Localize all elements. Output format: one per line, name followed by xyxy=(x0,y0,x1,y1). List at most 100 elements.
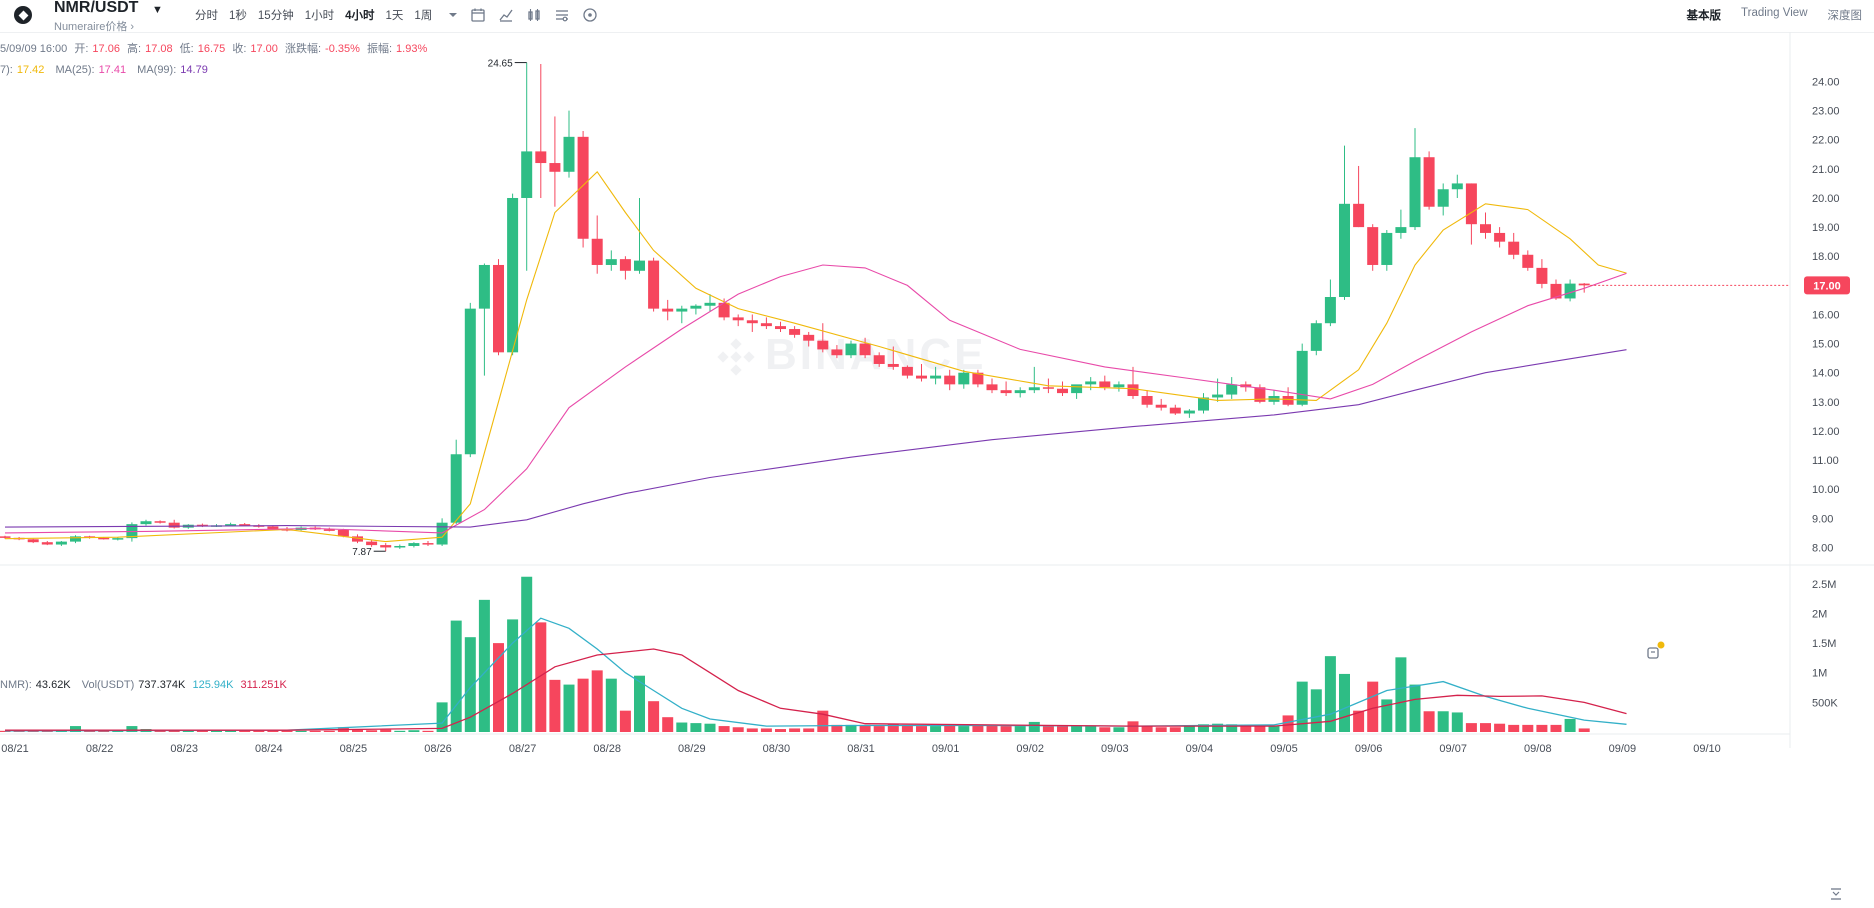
candle-body xyxy=(1480,224,1491,233)
candle-body xyxy=(1169,407,1181,414)
candle-body xyxy=(1057,388,1068,394)
candle-body xyxy=(352,536,363,542)
price-tick-label: 11.00 xyxy=(1812,455,1839,467)
view-tab[interactable]: 基本版 xyxy=(1686,10,1722,22)
view-tab[interactable]: Trading View xyxy=(1741,7,1808,19)
candle-body xyxy=(366,541,378,546)
volume-bar xyxy=(1409,684,1421,732)
volume-bar xyxy=(1395,657,1407,732)
ma-line-ma99 xyxy=(4,349,1627,528)
price-tick-label: 24.00 xyxy=(1812,77,1840,89)
volume-bar xyxy=(521,576,533,732)
view-tab[interactable]: 深度图 xyxy=(1827,10,1863,22)
candle-body xyxy=(1028,387,1040,391)
volume-tick-label: 2.5M xyxy=(1812,579,1836,591)
time-tick-label: 08/23 xyxy=(170,743,198,755)
candle-body xyxy=(1155,404,1167,408)
volume-bar xyxy=(196,730,208,732)
time-tick-label: 08/31 xyxy=(847,743,875,755)
volume-bar xyxy=(901,724,913,732)
volume-bar xyxy=(1494,723,1506,732)
candle-body xyxy=(98,537,110,540)
time-tick-label: 09/08 xyxy=(1524,743,1552,755)
candle-body xyxy=(196,524,208,527)
pair-dropdown-icon[interactable]: ▼ xyxy=(152,4,163,16)
volume-bar xyxy=(450,620,462,732)
candle-body xyxy=(1310,323,1322,351)
volume-bar xyxy=(1099,727,1111,732)
volume-bar xyxy=(1465,723,1477,732)
candle-body xyxy=(1000,390,1012,394)
volume-bar xyxy=(394,730,406,732)
more-icon[interactable] xyxy=(582,5,598,25)
candle-body xyxy=(1085,381,1097,385)
volume-bar xyxy=(1028,721,1040,732)
candle-body xyxy=(394,545,406,548)
volume-ma5-line xyxy=(4,617,1627,732)
time-tick-label: 09/05 xyxy=(1270,743,1298,755)
volume-bar xyxy=(1536,724,1548,732)
time-tick-label: 08/30 xyxy=(763,743,791,755)
interval-tab[interactable]: 15分钟 xyxy=(257,10,294,22)
price-tick-label: 22.00 xyxy=(1812,135,1840,147)
volume-bar xyxy=(859,724,871,732)
calendar-icon[interactable] xyxy=(470,5,486,25)
candle-body xyxy=(507,197,519,353)
pair-title[interactable]: NMR/USDT xyxy=(54,0,139,16)
binance-logo-icon xyxy=(14,6,32,24)
candle-body xyxy=(154,521,166,523)
interval-tab[interactable]: 4小时 xyxy=(345,10,375,22)
view-switcher: 基本版 Trading View 深度图 xyxy=(1667,7,1862,23)
time-tick-label: 08/22 xyxy=(86,743,114,755)
chart-type-icon[interactable] xyxy=(498,5,514,25)
volume-bar xyxy=(1226,724,1238,732)
candle-body xyxy=(1522,254,1534,268)
ohlc-legend: 5/09/09 16:00 开: 17.06 高: 17.08 低: 16.75 收:… xyxy=(0,43,428,55)
interval-tab[interactable]: 1周 xyxy=(414,10,433,22)
low-marker-label: 7.87 xyxy=(352,547,372,558)
volume-bar xyxy=(1254,726,1266,732)
settings-sliders-icon[interactable] xyxy=(554,5,570,25)
candle-body xyxy=(1324,297,1336,324)
volume-bar xyxy=(70,726,81,732)
last-price-label: 17.00 xyxy=(1813,280,1841,292)
time-tick-label: 08/29 xyxy=(678,743,706,755)
price-tick-label: 10.00 xyxy=(1812,484,1840,496)
interval-dropdown-icon[interactable] xyxy=(448,5,458,25)
time-tick-label: 08/24 xyxy=(255,743,283,755)
interval-tab[interactable]: 1天 xyxy=(385,10,404,22)
legend-change: -0.35% xyxy=(325,43,360,55)
price-tick-label: 15.00 xyxy=(1812,339,1840,351)
time-tick-label: 09/03 xyxy=(1101,743,1129,755)
volume-bar xyxy=(845,724,857,732)
pair-subtitle[interactable]: Numeraire价格 › xyxy=(54,21,135,33)
legend-high: 17.08 xyxy=(145,43,173,55)
candle-body xyxy=(760,323,772,327)
volume-bar xyxy=(1367,681,1379,732)
volume-bar xyxy=(789,728,801,732)
volume-bar xyxy=(958,726,970,732)
legend-ma7: 17.42 xyxy=(16,64,45,76)
interval-tab[interactable]: 分时 xyxy=(195,10,218,22)
candlestick-chart[interactable]: 24.00 23.00 22.00 21.00 20.00 19.00 18.00 17.00… xyxy=(0,32,1874,908)
candle-body xyxy=(887,363,899,367)
candle-body xyxy=(1071,384,1083,394)
legend-vol-ma5: 125.94K xyxy=(192,679,234,691)
interval-tab[interactable]: 1秒 xyxy=(229,10,247,22)
axis-settings-icon[interactable] xyxy=(1828,886,1844,902)
candle-body xyxy=(1423,157,1435,207)
candle-body xyxy=(831,349,843,356)
price-alert-icon[interactable] xyxy=(1644,640,1666,662)
volume-bar xyxy=(972,724,984,732)
volume-bar xyxy=(986,724,998,732)
time-tick-label: 09/02 xyxy=(1016,743,1044,755)
volume-bar xyxy=(1423,711,1435,732)
interval-tab[interactable]: 1小时 xyxy=(304,10,335,22)
volume-bar xyxy=(535,622,547,732)
volume-bar xyxy=(1480,723,1491,732)
indicator-icon[interactable] xyxy=(526,5,542,25)
candle-body xyxy=(1141,396,1153,405)
volume-bar xyxy=(760,728,772,732)
price-tick-label: 20.00 xyxy=(1812,193,1840,205)
candle-body xyxy=(1099,381,1111,388)
